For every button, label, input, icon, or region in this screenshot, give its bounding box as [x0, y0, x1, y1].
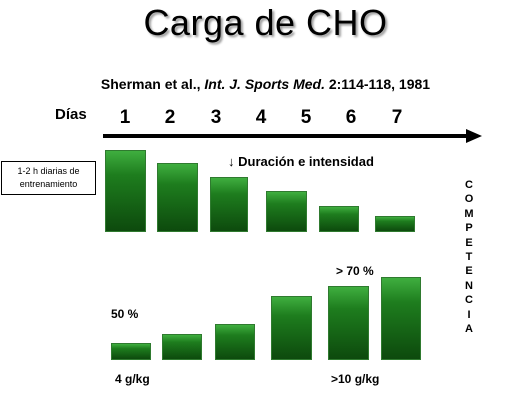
- training-note-box: 1-2 h diarias de entrenamiento: [1, 161, 96, 195]
- day-4: 4: [255, 107, 267, 128]
- training-bar-day-3: [210, 177, 248, 232]
- day-7: 7: [391, 107, 403, 128]
- high-percent-label: > 70 %: [336, 264, 374, 278]
- days-label: Días: [55, 106, 87, 123]
- day-6: 6: [345, 107, 357, 128]
- carb-bar-3: [215, 324, 255, 360]
- competencia-letter: A: [465, 322, 473, 335]
- training-bar-day-2: [157, 163, 198, 232]
- carb-bar-2: [162, 334, 202, 360]
- carb-bar-1: [111, 343, 151, 360]
- competencia-letter: T: [465, 250, 473, 263]
- day-5: 5: [300, 107, 312, 128]
- duration-note: ↓ Duración e intensidad: [228, 154, 374, 169]
- competencia-letter: N: [465, 279, 473, 292]
- citation: Sherman et al., Int. J. Sports Med. 2:11…: [0, 76, 531, 92]
- day-3: 3: [210, 107, 222, 128]
- carb-bar-6: [381, 277, 421, 360]
- citation-journal: Int. J. Sports Med.: [204, 76, 325, 92]
- carb-bar-5: [328, 286, 369, 360]
- carb-bar-4: [271, 296, 312, 360]
- competencia-letter: I: [467, 308, 471, 321]
- competencia-letter: P: [465, 222, 473, 235]
- page-title: Carga de CHO: [143, 2, 388, 43]
- competencia-letter: E: [465, 265, 473, 278]
- low-dose-label: 4 g/kg: [115, 372, 150, 386]
- competencia-letter: E: [465, 236, 473, 249]
- competencia-vertical-label: C O M P E T E N C I A: [462, 178, 476, 336]
- competencia-letter: C: [465, 294, 473, 307]
- day-2: 2: [164, 107, 176, 128]
- citation-details: 2:114-118, 1981: [324, 76, 431, 92]
- low-percent-label: 50 %: [111, 307, 139, 321]
- competencia-letter: O: [464, 193, 474, 206]
- day-1: 1: [119, 107, 131, 128]
- training-bar-day-1: [105, 150, 146, 232]
- training-bar-day-4: [266, 191, 307, 232]
- timeline-arrowhead: [466, 129, 482, 143]
- training-bar-day-5: [319, 206, 359, 232]
- training-bar-day-6: [375, 216, 415, 232]
- competencia-letter: M: [464, 207, 474, 220]
- citation-authors: Sherman et al.,: [100, 76, 205, 92]
- high-dose-label: >10 g/kg: [331, 372, 380, 386]
- timeline-line: [103, 134, 468, 138]
- competencia-letter: C: [465, 179, 473, 191]
